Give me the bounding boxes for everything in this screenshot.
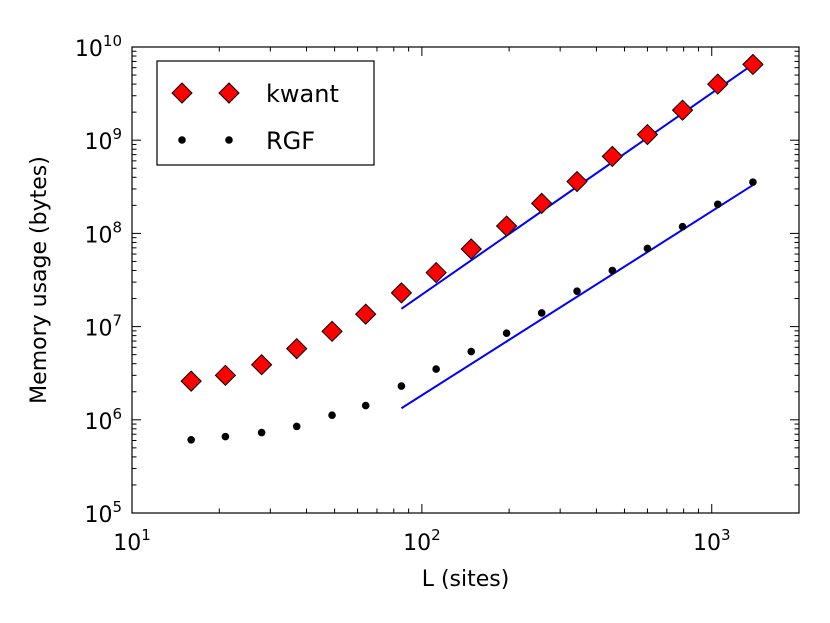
kwant-point bbox=[285, 337, 308, 360]
rgf-point bbox=[573, 287, 581, 295]
rgf-point bbox=[292, 422, 301, 431]
fit-line-rgf bbox=[400, 184, 754, 410]
rgf-point bbox=[608, 266, 617, 275]
kwant-point bbox=[390, 282, 413, 304]
legend-marker-kwant bbox=[171, 82, 193, 104]
kwant-point bbox=[425, 261, 447, 284]
kwant-point bbox=[566, 170, 588, 193]
y-tick-label: 108 bbox=[84, 218, 122, 248]
legend: kwant RGF bbox=[156, 60, 375, 166]
rgf-point bbox=[749, 178, 757, 186]
kwant-point bbox=[671, 99, 694, 121]
kwant-point bbox=[530, 192, 553, 215]
legend-marker-rgf bbox=[225, 136, 233, 144]
kwant-point bbox=[495, 215, 518, 237]
data-markers bbox=[180, 53, 764, 444]
x-axis-label: L (sites) bbox=[422, 567, 510, 592]
kwant-point bbox=[214, 364, 237, 387]
kwant-point bbox=[742, 53, 764, 76]
kwant-point bbox=[180, 370, 202, 392]
kwant-point bbox=[707, 73, 729, 95]
rgf-point bbox=[221, 432, 230, 441]
rgf-point bbox=[537, 309, 546, 317]
y-tick-label: 1010 bbox=[75, 32, 122, 62]
plot-area-frame bbox=[131, 46, 800, 514]
rgf-point bbox=[328, 411, 336, 420]
kwant-point bbox=[601, 145, 624, 168]
axis-ticks: 101 102 103 105 106 107 108 109 1010 bbox=[75, 32, 799, 556]
legend-box bbox=[156, 60, 375, 166]
legend-label-rgf: RGF bbox=[266, 127, 315, 155]
y-tick-label: 109 bbox=[84, 125, 122, 155]
kwant-point bbox=[460, 238, 482, 260]
rgf-point bbox=[678, 222, 687, 231]
legend-marker-kwant bbox=[218, 82, 240, 104]
y-tick-label: 106 bbox=[84, 405, 122, 435]
x-tick-label: 102 bbox=[403, 526, 441, 556]
rgf-point bbox=[257, 428, 266, 437]
kwant-point bbox=[636, 123, 659, 146]
legend-markers bbox=[171, 82, 240, 144]
rgf-point bbox=[397, 382, 406, 390]
kwant-point bbox=[354, 303, 377, 325]
rgf-point bbox=[361, 401, 370, 410]
x-tick-label: 101 bbox=[113, 526, 151, 556]
y-tick-label: 105 bbox=[84, 498, 122, 528]
rgf-point bbox=[713, 200, 722, 209]
x-tick-label: 103 bbox=[693, 526, 731, 556]
rgf-point bbox=[187, 436, 195, 444]
kwant-point bbox=[321, 320, 343, 343]
rgf-point bbox=[502, 329, 511, 337]
legend-label-kwant: kwant bbox=[266, 80, 339, 108]
kwant-point bbox=[250, 354, 273, 376]
rgf-point bbox=[432, 365, 440, 373]
y-axis-label: Memory usage (bytes) bbox=[27, 156, 52, 404]
y-tick-label: 107 bbox=[84, 312, 122, 342]
rgf-point bbox=[467, 347, 476, 356]
rgf-point bbox=[643, 244, 652, 253]
legend-marker-rgf bbox=[178, 136, 186, 144]
